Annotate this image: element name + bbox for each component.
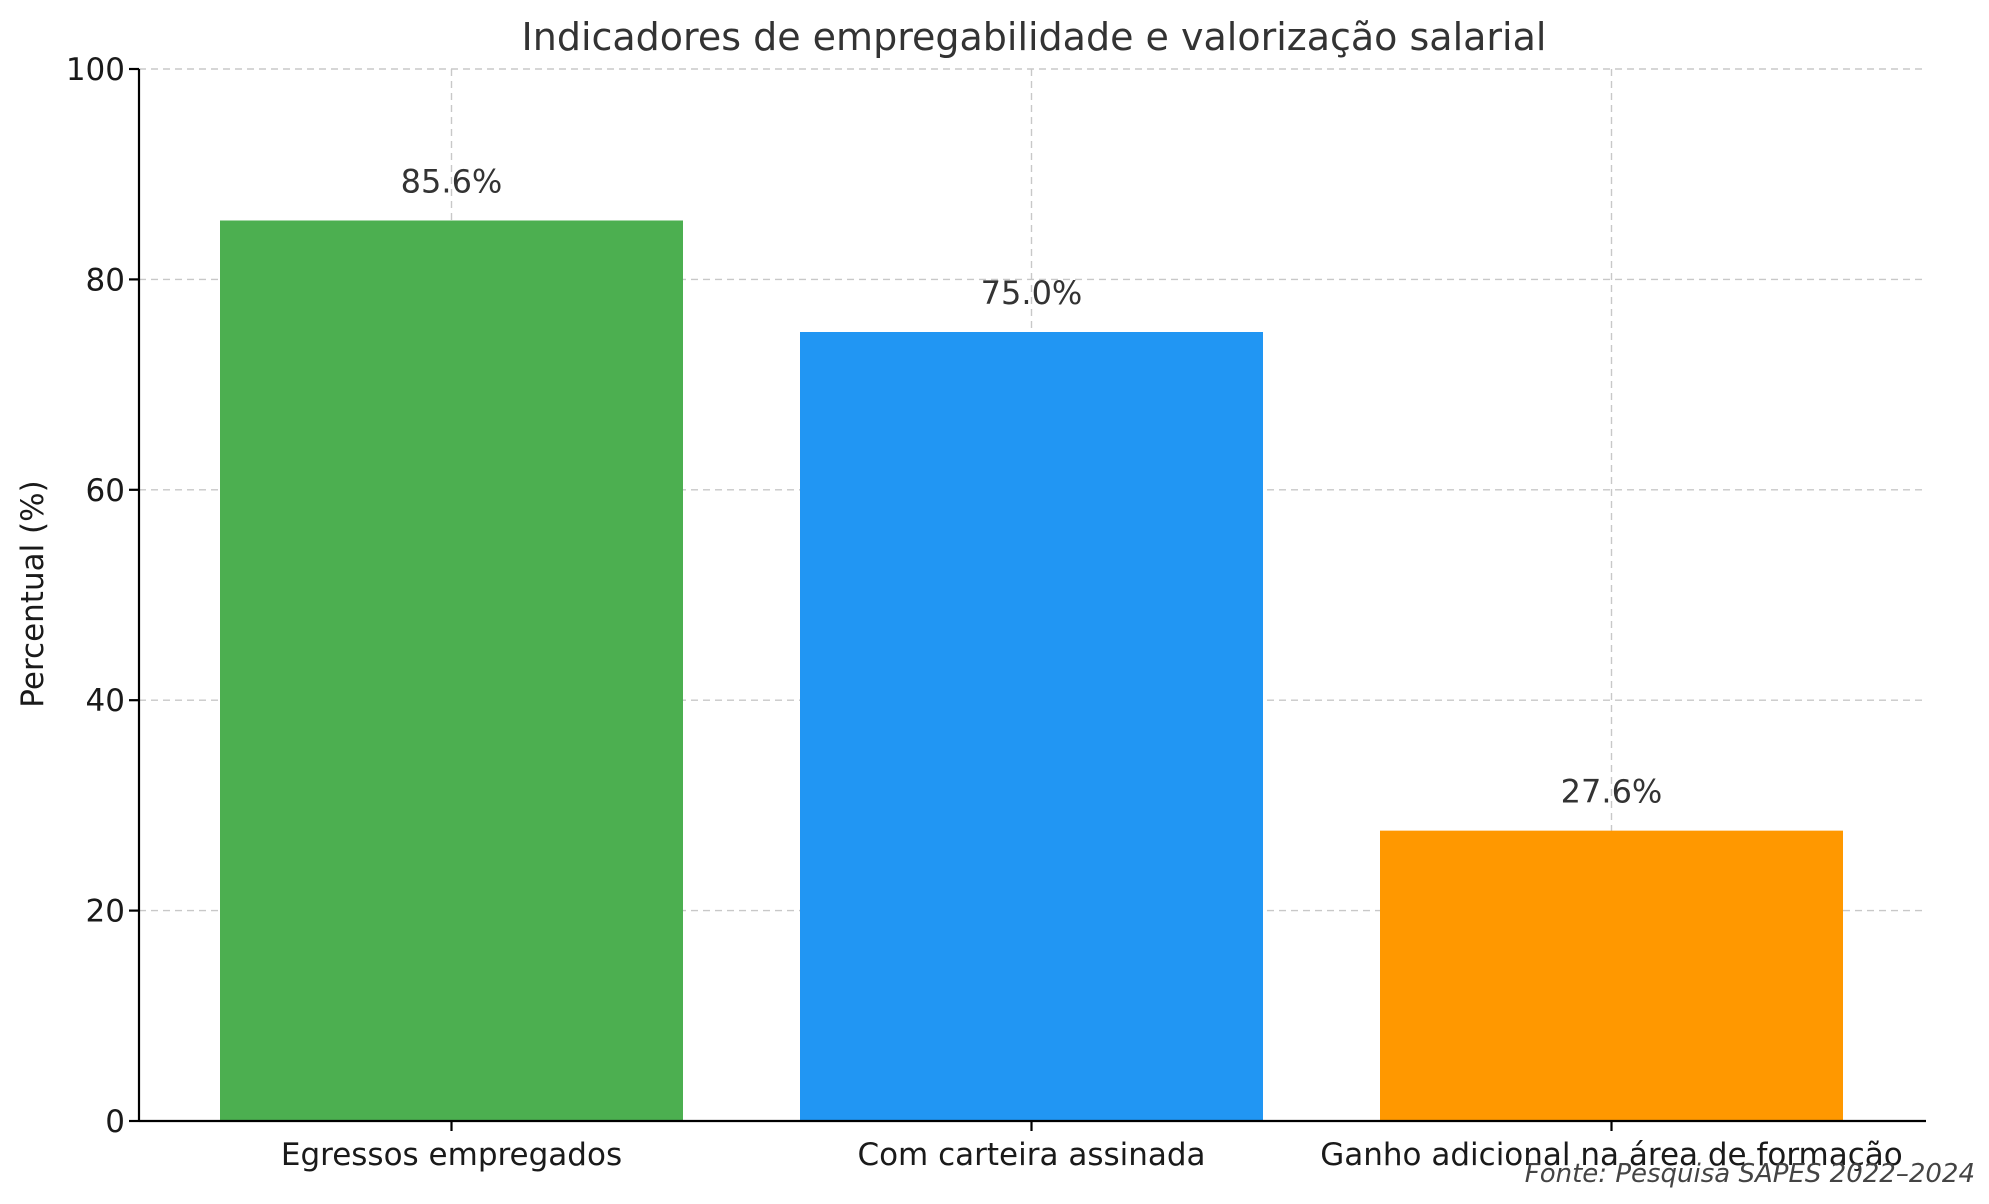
x-tick-label: Ganho adicional na área de formação — [1320, 1137, 1903, 1173]
chart-title: Indicadores de empregabilidade e valoriz… — [522, 15, 1547, 59]
data-label: 75.0% — [981, 274, 1083, 312]
y-tick-label: 60 — [86, 473, 125, 509]
bar — [800, 332, 1263, 1121]
source-note: Fonte: Pesquisa SAPES 2022–2024 — [1525, 1159, 1975, 1189]
data-label: 27.6% — [1561, 773, 1663, 811]
labels: 0 20 40 60 80 100 85.6% 75.0% 27.6% Egressos empr… — [66, 52, 1903, 1173]
y-tick-label: 100 — [66, 52, 125, 88]
data-label: 85.6% — [401, 162, 503, 200]
y-tick-label: 80 — [86, 262, 125, 298]
axes — [129, 67, 1926, 1131]
y-tick-label: 40 — [86, 683, 125, 719]
y-tick-label: 0 — [105, 1104, 125, 1140]
x-tick-label: Egressos empregados — [281, 1137, 622, 1173]
x-tick-label: Com carteira assinada — [857, 1137, 1205, 1173]
bar — [1380, 830, 1843, 1121]
y-axis-label: Percentual (%) — [15, 480, 51, 707]
bar — [220, 220, 683, 1121]
y-tick-label: 20 — [86, 894, 125, 930]
bars — [220, 220, 1843, 1121]
